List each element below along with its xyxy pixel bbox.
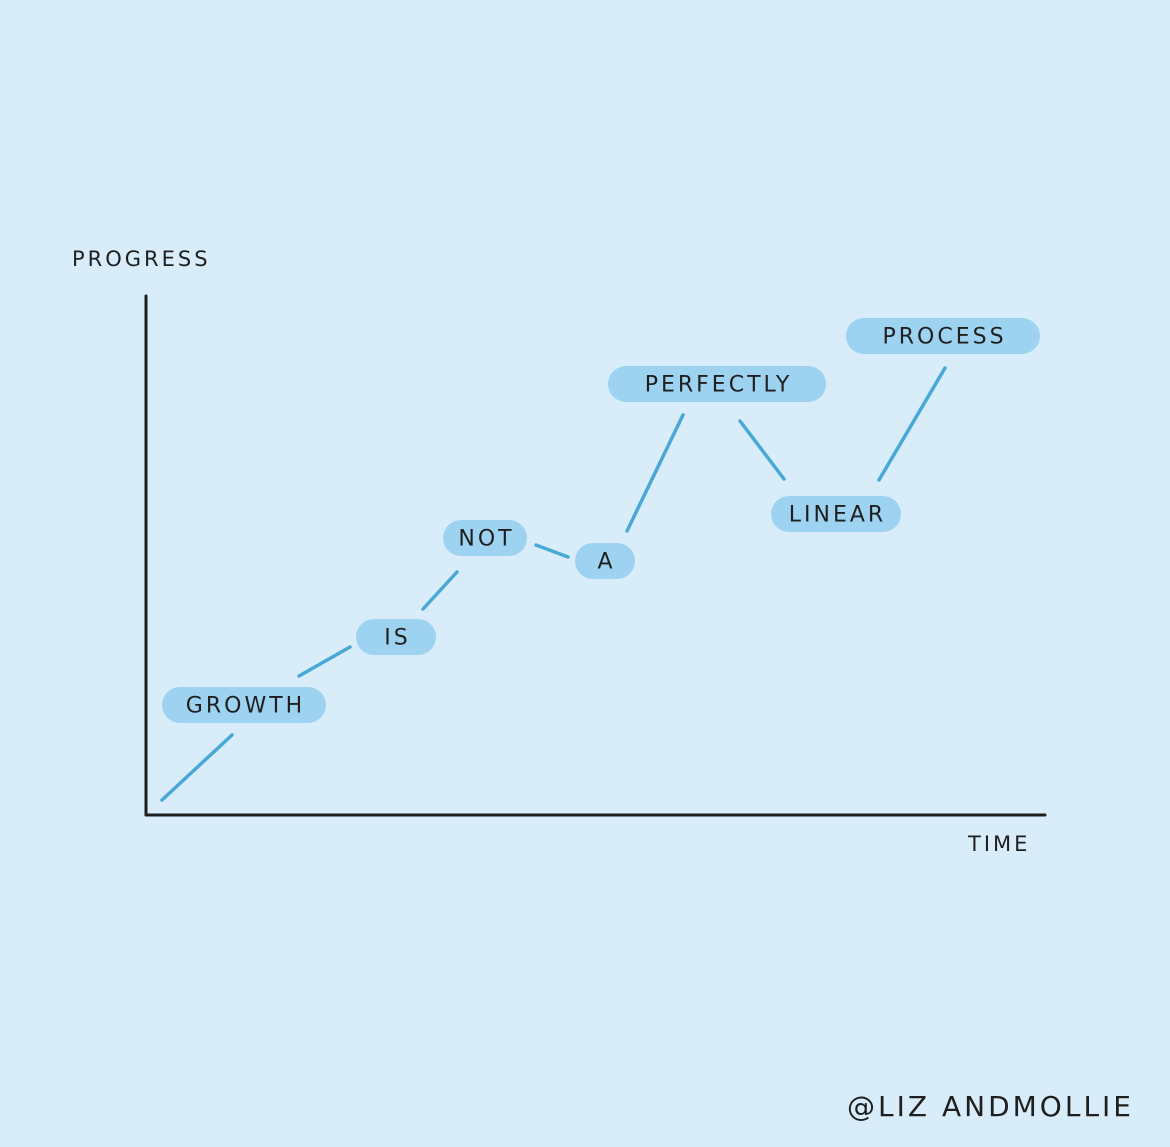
connector-segment	[534, 543, 570, 559]
data-point-pill	[356, 619, 436, 655]
connector-segment	[625, 413, 685, 533]
y-axis-label: PROGRESS	[72, 247, 211, 271]
connector-lines	[160, 366, 947, 802]
word-pills: GROWTH IS NOT A PERFECTLY LINEAR PROCESS	[162, 318, 1040, 723]
data-point-label: LINEAR	[789, 503, 886, 528]
data-point-label: NOT	[458, 527, 514, 552]
connector-segment	[738, 419, 786, 481]
credit-handle: @LIZ ANDMOLLIE	[847, 1090, 1134, 1123]
x-axis-label: TIME	[967, 832, 1030, 856]
data-point-label: GROWTH	[186, 694, 305, 719]
data-point-pill	[771, 496, 901, 532]
connector-segment	[297, 645, 352, 678]
data-point-label: A	[597, 550, 615, 575]
data-point-perfectly: PERFECTLY	[608, 366, 826, 402]
data-point-pill	[575, 543, 635, 579]
connector-segment	[877, 366, 947, 482]
data-point-growth: GROWTH	[162, 687, 326, 723]
data-point-is: IS	[356, 619, 436, 655]
connector-segment	[160, 733, 234, 802]
connector-segment	[421, 570, 459, 611]
data-point-pill	[443, 520, 527, 556]
data-point-label: PERFECTLY	[645, 373, 793, 398]
data-point-linear: LINEAR	[771, 496, 901, 532]
data-point-pill	[162, 687, 326, 723]
data-point-label: PROCESS	[882, 325, 1006, 350]
data-point-pill	[846, 318, 1040, 354]
data-point-label: IS	[384, 626, 410, 651]
data-point-not: NOT	[443, 520, 527, 556]
data-point-process: PROCESS	[846, 318, 1040, 354]
data-point-pill	[608, 366, 826, 402]
data-point-a: A	[575, 543, 635, 579]
